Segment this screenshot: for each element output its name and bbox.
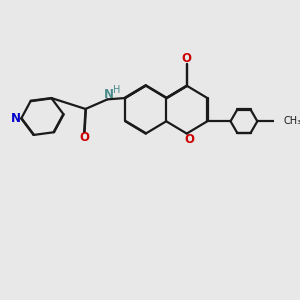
Text: N: N xyxy=(104,88,114,101)
Text: N: N xyxy=(11,112,21,125)
Text: O: O xyxy=(79,131,89,144)
Text: CH₃: CH₃ xyxy=(283,116,300,126)
Text: O: O xyxy=(182,52,192,65)
Text: H: H xyxy=(113,85,121,95)
Text: O: O xyxy=(184,133,194,146)
